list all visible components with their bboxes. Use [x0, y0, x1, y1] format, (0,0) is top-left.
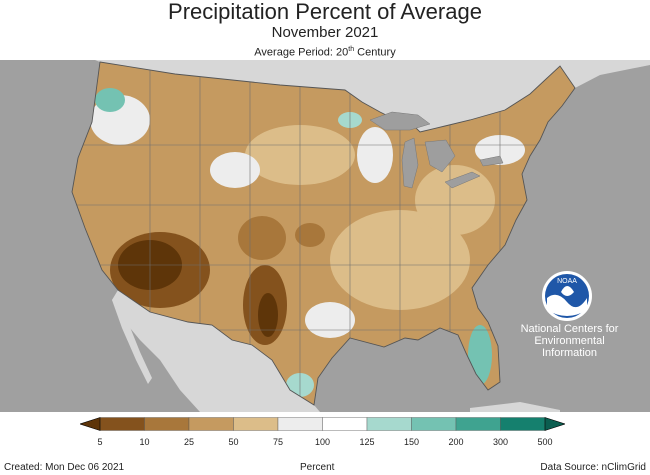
average-period-prefix: Average Period: 20	[254, 46, 349, 59]
legend-swatch	[277, 417, 323, 431]
average-period-sup: th	[348, 46, 355, 53]
canada-land	[95, 60, 650, 132]
legend-swatch	[366, 417, 412, 431]
cuba-land	[470, 402, 560, 412]
washington-150	[95, 88, 125, 112]
wyoming-100	[210, 152, 260, 188]
us-outline	[71, 61, 576, 406]
lake-ontario	[479, 155, 504, 167]
legend-tick: 25	[183, 437, 195, 447]
precipitation-map	[0, 60, 650, 412]
baja-peninsula	[112, 292, 152, 384]
color-legend: 5 10 25 50 75 100 125 150 200 300 500	[80, 417, 565, 449]
legend-low-arrow	[80, 417, 101, 431]
lake-huron	[424, 139, 456, 173]
legend-tick: 10	[139, 437, 150, 447]
noaa-logo-bird	[561, 286, 574, 296]
legend-unit: Percent	[300, 462, 335, 473]
legend-bar	[80, 417, 565, 431]
texas-100	[305, 302, 355, 338]
lake-michigan	[401, 137, 419, 189]
average-period-suffix: Century	[354, 46, 396, 59]
legend-tick: 300	[492, 437, 509, 447]
legend-tick: 125	[359, 437, 375, 447]
precipitation-field	[72, 62, 575, 405]
legend-tick: 500	[537, 437, 553, 447]
map-title: Precipitation Percent of Average	[168, 0, 482, 24]
legend-swatch	[500, 417, 546, 431]
legend-swatch	[99, 417, 145, 431]
legend-swatch	[144, 417, 190, 431]
lake-superior	[369, 111, 431, 131]
legend-swatches	[99, 417, 546, 431]
great-lakes	[369, 111, 504, 189]
legend-swatch	[322, 417, 368, 431]
data-source: Data Source: nClimGrid	[540, 462, 646, 473]
legend-swatch	[233, 417, 279, 431]
created-date: Created: Mon Dec 06 2021	[4, 462, 125, 473]
noaa-logo-wave	[547, 294, 587, 316]
map-subtitle: November 2021	[271, 24, 379, 41]
legend-tick: 100	[314, 437, 331, 447]
ohio-75	[415, 165, 495, 235]
midwest-100	[357, 127, 393, 183]
legend-swatch	[455, 417, 501, 431]
colorado-25	[238, 216, 286, 260]
legend-swatch	[411, 417, 457, 431]
ncei-label: National Centers for Environmental Infor…	[520, 323, 619, 359]
legend-swatch	[188, 417, 234, 431]
mexico-land	[112, 290, 320, 412]
kansas-25	[295, 223, 325, 247]
legend-tick: 150	[403, 437, 420, 447]
legend-high-arrow	[544, 417, 565, 431]
noaa-logo: NOAA	[542, 271, 592, 321]
legend-tick: 75	[272, 437, 284, 447]
lake-erie	[444, 171, 481, 189]
legend-tick: 5	[97, 437, 103, 447]
legend-tick: 50	[228, 437, 239, 447]
average-period: Average Period: 20th Century	[0, 43, 650, 60]
legend-tick: 200	[448, 437, 464, 447]
noaa-logo-text: NOAA	[557, 278, 577, 285]
new-mexico-5	[258, 293, 278, 337]
